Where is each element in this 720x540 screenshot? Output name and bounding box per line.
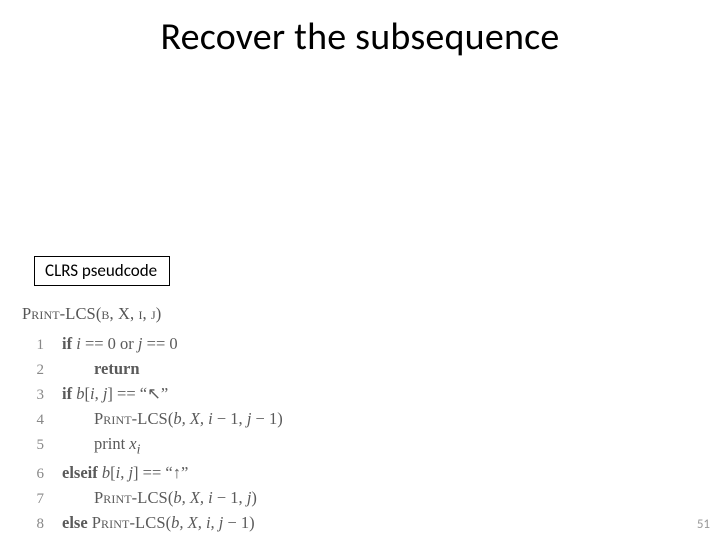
code-line: if b[i, j] == “↖”	[44, 382, 168, 406]
code-line: print xi	[44, 432, 140, 461]
code-row: 6elseif b[i, j] == “↑”	[22, 461, 283, 486]
code-line: Print-LCS(b, X, i − 1, j)	[44, 486, 257, 510]
code-row: 4Print-LCS(b, X, i − 1, j − 1)	[22, 407, 283, 432]
code-lines: 1if i == 0 or j == 02return3if b[i, j] =…	[22, 332, 283, 536]
code-line: else Print-LCS(b, X, i, j − 1)	[44, 511, 255, 535]
line-number: 3	[22, 383, 44, 407]
code-header-name: Print-LCS	[22, 304, 96, 323]
line-number: 2	[22, 358, 44, 382]
line-number: 5	[22, 433, 44, 457]
code-line: elseif b[i, j] == “↑”	[44, 461, 188, 485]
code-row: 3if b[i, j] == “↖”	[22, 382, 283, 407]
line-number: 4	[22, 408, 44, 432]
line-number: 7	[22, 487, 44, 511]
line-number: 8	[22, 512, 44, 536]
code-header: Print-LCS(b, X, i, j)	[22, 302, 283, 326]
line-number: 1	[22, 333, 44, 357]
code-line: Print-LCS(b, X, i − 1, j − 1)	[44, 407, 283, 431]
code-row: 2return	[22, 357, 283, 382]
code-row: 8else Print-LCS(b, X, i, j − 1)	[22, 511, 283, 536]
line-number: 6	[22, 462, 44, 486]
code-line: return	[44, 357, 140, 381]
page-number: 51	[697, 517, 710, 532]
pseudocode-block: Print-LCS(b, X, i, j) 1if i == 0 or j ==…	[22, 302, 283, 536]
code-line: if i == 0 or j == 0	[44, 332, 178, 356]
pseudocode-label-box: CLRS pseudcode	[34, 256, 170, 286]
pseudocode-label: CLRS pseudcode	[45, 260, 157, 281]
code-header-args: (b, X, i, j)	[96, 304, 162, 323]
code-row: 5print xi	[22, 432, 283, 461]
code-row: 7Print-LCS(b, X, i − 1, j)	[22, 486, 283, 511]
slide-title: Recover the subsequence	[0, 14, 720, 60]
code-row: 1if i == 0 or j == 0	[22, 332, 283, 357]
